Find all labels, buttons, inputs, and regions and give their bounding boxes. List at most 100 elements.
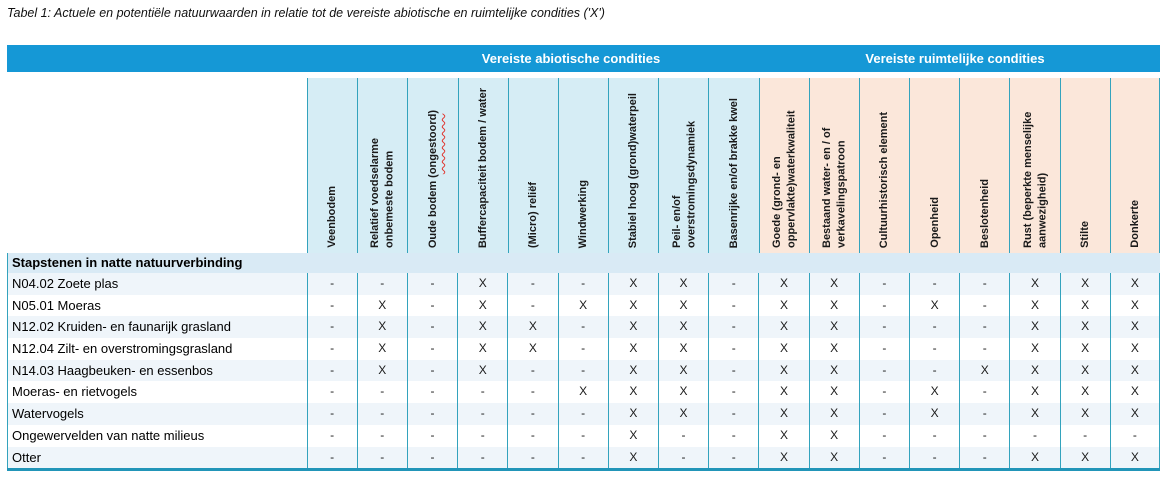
value-cell: - — [356, 446, 407, 469]
column-header: (Micro) reliëf — [507, 78, 558, 253]
value-cell: X — [657, 316, 708, 339]
row-label: N12.04 Zilt- en overstromingsgrasland — [12, 341, 233, 357]
column-header: Bestaand water- en / of verkavelingspatr… — [808, 78, 859, 253]
value-cell: X — [1109, 338, 1160, 360]
column-header: Windwerking — [557, 78, 609, 253]
value-cell: X — [356, 359, 407, 382]
value-cell: - — [708, 294, 758, 317]
value-cell: X — [1059, 338, 1110, 360]
value-cell: X — [808, 381, 859, 404]
value-cell: - — [858, 273, 909, 295]
value-cell: - — [306, 359, 357, 382]
column-header-label: Veenbodem — [326, 186, 339, 248]
column-header: Veenbodem — [307, 78, 358, 253]
value-cell: X — [1009, 381, 1059, 404]
column-header-label: Stilte — [1079, 221, 1092, 248]
column-header: Openheid — [909, 78, 960, 253]
column-header-row: Veenbodem Relatief voedselarme onbemeste … — [7, 72, 1160, 253]
value-cell: - — [908, 446, 959, 469]
value-cell: - — [557, 316, 608, 339]
table-caption: Tabel 1: Actuele en potentiële natuurwaa… — [7, 6, 605, 20]
value-cell: X — [356, 338, 407, 360]
row-label: N12.02 Kruiden- en faunarijk grasland — [12, 319, 231, 335]
value-cell: - — [557, 359, 608, 382]
value-cell: X — [1059, 381, 1110, 404]
value-cell: X — [758, 424, 808, 447]
spellcheck-underlined-word: ongestoord — [426, 113, 439, 175]
value-cell: - — [557, 424, 608, 447]
value-cell: X — [1109, 381, 1160, 404]
value-cell: - — [657, 424, 708, 447]
value-cell: - — [959, 424, 1009, 447]
value-cell: - — [908, 316, 959, 339]
value-cell: X — [607, 273, 658, 295]
column-header-label: Windwerking — [577, 179, 590, 248]
column-header: Relatief voedselarme onbemeste bodem — [357, 78, 408, 253]
value-cell: - — [1109, 424, 1160, 447]
column-header-label: Openheid — [928, 197, 941, 248]
value-cell: X — [557, 294, 608, 317]
value-cell: - — [356, 403, 407, 425]
value-cell: - — [457, 446, 507, 469]
column-header: Cultuurhistorisch element — [858, 78, 910, 253]
column-header-label: Bestaand water- en / of verkavelingspatr… — [821, 127, 848, 248]
value-cell: - — [959, 403, 1009, 425]
table-row: N12.04 Zilt- en overstromingsgrasland - X -… — [7, 338, 1160, 360]
value-cell: X — [1009, 294, 1059, 317]
value-cell: - — [908, 338, 959, 360]
value-cell: X — [607, 381, 658, 404]
value-cell: X — [758, 446, 808, 469]
value-cell: - — [858, 381, 909, 404]
table-row: Watervogels - - - - - - X X - X X - X - X X X — [7, 403, 1160, 425]
row-label: Otter — [12, 449, 41, 465]
value-cell: X — [657, 403, 708, 425]
column-header: Rust (beperkte menselijke aanwezigheid) — [1009, 78, 1060, 253]
column-header-label: Donkerte — [1128, 200, 1141, 248]
value-cell: - — [507, 446, 557, 469]
column-header: Buffercapaciteit bodem / water — [457, 78, 508, 253]
column-header: Stilte — [1059, 78, 1110, 253]
value-cell: X — [1109, 446, 1160, 469]
value-cell: X — [657, 273, 708, 295]
value-cell: - — [457, 381, 507, 404]
value-cell: X — [908, 403, 959, 425]
section-header-label: Stapstenen in natte natuurverbinding — [12, 255, 243, 270]
value-cell: - — [457, 424, 507, 447]
value-cell: X — [657, 338, 708, 360]
column-header-label: Buffercapaciteit bodem / water — [476, 87, 489, 248]
value-cell: X — [607, 446, 658, 469]
value-cell: - — [406, 381, 457, 404]
column-group-band: Vereiste abiotische condities Vereiste r… — [7, 45, 1160, 72]
value-cell: - — [406, 316, 457, 339]
column-header: Donkerte — [1109, 78, 1160, 253]
value-cell: X — [457, 338, 507, 360]
value-cell: - — [406, 446, 457, 469]
column-header-label: Stabiel hoog (grond)waterpeil — [627, 92, 640, 248]
value-cell: X — [758, 403, 808, 425]
value-cell: - — [1059, 424, 1110, 447]
value-cell: - — [908, 359, 959, 382]
value-cell: X — [1009, 403, 1059, 425]
value-cell: X — [808, 446, 859, 469]
value-cell: X — [908, 294, 959, 317]
value-cell: - — [657, 446, 708, 469]
value-cell: X — [808, 403, 859, 425]
row-label: Watervogels — [12, 406, 84, 422]
value-cell: - — [557, 403, 608, 425]
section-header-row: Stapstenen in natte natuurverbinding — [7, 253, 1160, 273]
value-cell: X — [557, 381, 608, 404]
value-cell: - — [908, 273, 959, 295]
value-cell: - — [959, 381, 1009, 404]
value-cell: X — [758, 273, 808, 295]
value-cell: - — [356, 381, 407, 404]
table-row: N12.02 Kruiden- en faunarijk grasland - X -… — [7, 316, 1160, 339]
table-row: Moeras- en rietvogels - - - - - X X X - X X - X - X X X — [7, 381, 1160, 404]
value-cell: X — [758, 294, 808, 317]
value-cell: X — [1059, 316, 1110, 339]
